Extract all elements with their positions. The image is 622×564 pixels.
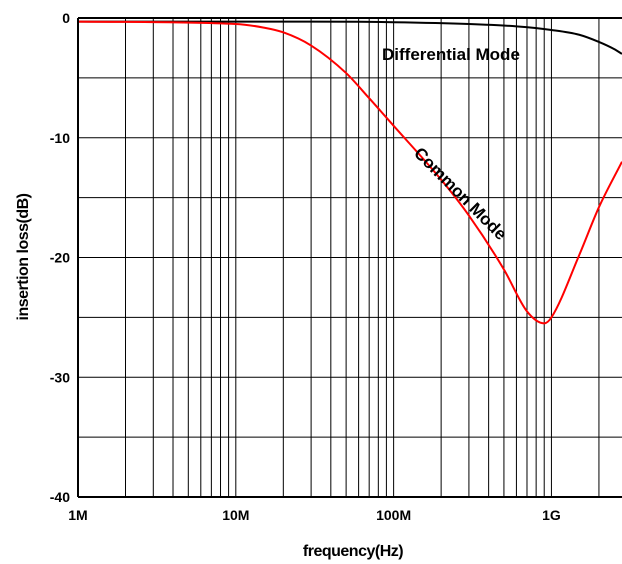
series-group xyxy=(77,20,622,325)
y-tick-label: -20 xyxy=(50,250,70,266)
y-tick-label: -30 xyxy=(50,369,70,385)
x-tick-label: 10M xyxy=(222,507,249,523)
differential-mode-annotation: Differential Mode xyxy=(382,45,520,64)
x-tick-label: 1G xyxy=(542,507,561,523)
y-tick-label: -10 xyxy=(50,130,70,146)
y-tick-label: -40 xyxy=(50,489,70,505)
plot-frame xyxy=(77,17,622,498)
x-axis-label: frequency(Hz) xyxy=(303,543,403,560)
x-tick-label: 1M xyxy=(68,507,87,523)
x-tick-label: 100M xyxy=(376,507,411,523)
common-mode-annotation: Common Mode xyxy=(410,144,510,244)
differential-mode-line xyxy=(78,20,622,55)
annotations: Differential Mode Common Mode xyxy=(382,45,520,244)
y-axis-label: insertion loss(dB) xyxy=(15,193,32,320)
y-tick-label: 0 xyxy=(62,10,70,26)
grid xyxy=(78,18,622,497)
common-mode-line xyxy=(77,20,622,325)
tick-labels: 1M 10M 100M 1G 0 -10 -20 -30 -40 xyxy=(50,10,561,523)
